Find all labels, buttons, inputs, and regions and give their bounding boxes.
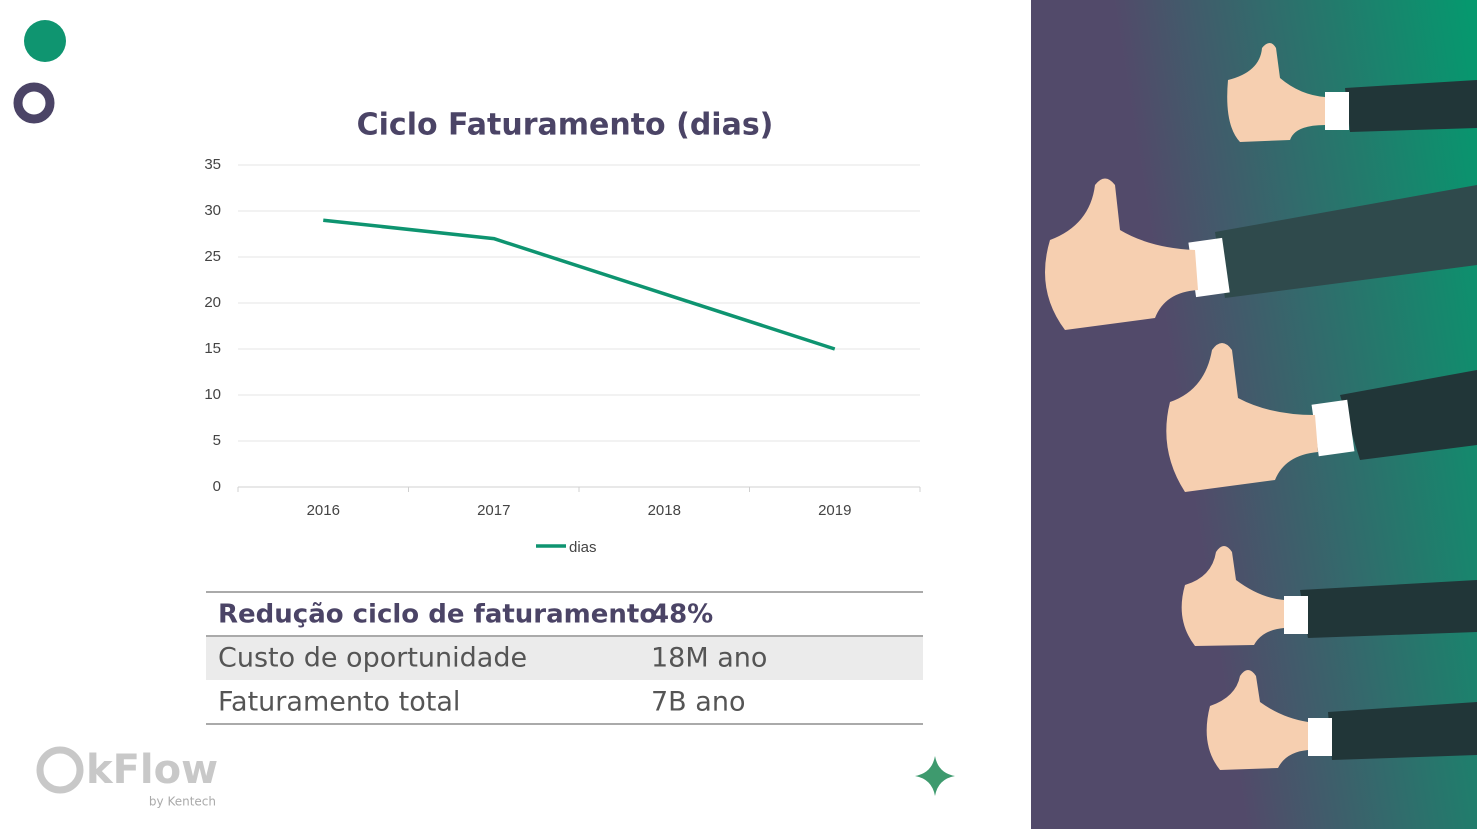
decor-ring [13, 82, 55, 124]
logo-name: kFlow [86, 747, 218, 793]
x-tick-label: 2018 [648, 502, 681, 519]
y-tick-label: 35 [204, 156, 221, 173]
y-tick-label: 25 [204, 248, 221, 265]
legend-label: dias [569, 539, 597, 556]
x-tick-label: 2019 [818, 502, 851, 519]
y-tick-label: 10 [204, 386, 221, 403]
table-cell: 48% [651, 600, 713, 630]
y-tick-label: 15 [204, 340, 221, 357]
thumbs-illustration [1045, 43, 1477, 770]
x-tick-label: 2016 [307, 502, 340, 519]
table-cell: 7B ano [651, 687, 745, 718]
table-cell: 18M ano [651, 643, 767, 674]
table-cell: Faturamento total [218, 687, 460, 718]
y-tick-label: 30 [204, 202, 221, 219]
decor-dot [24, 20, 66, 62]
y-tick-label: 5 [213, 432, 221, 449]
logo-icon [36, 746, 84, 794]
data-line [323, 218, 836, 351]
table-row-bg [206, 637, 923, 680]
y-tick-label: 0 [213, 478, 221, 495]
chart-title: Ciclo Faturamento (dias) [357, 108, 774, 143]
y-tick-label: 20 [204, 294, 221, 311]
decor-star [915, 756, 955, 796]
table-cell: Custo de oportunidade [218, 643, 527, 674]
table-cell: Redução ciclo de faturamento [218, 600, 657, 630]
logo-tagline: by Kentech [149, 795, 216, 809]
x-tick-label: 2017 [477, 502, 510, 519]
